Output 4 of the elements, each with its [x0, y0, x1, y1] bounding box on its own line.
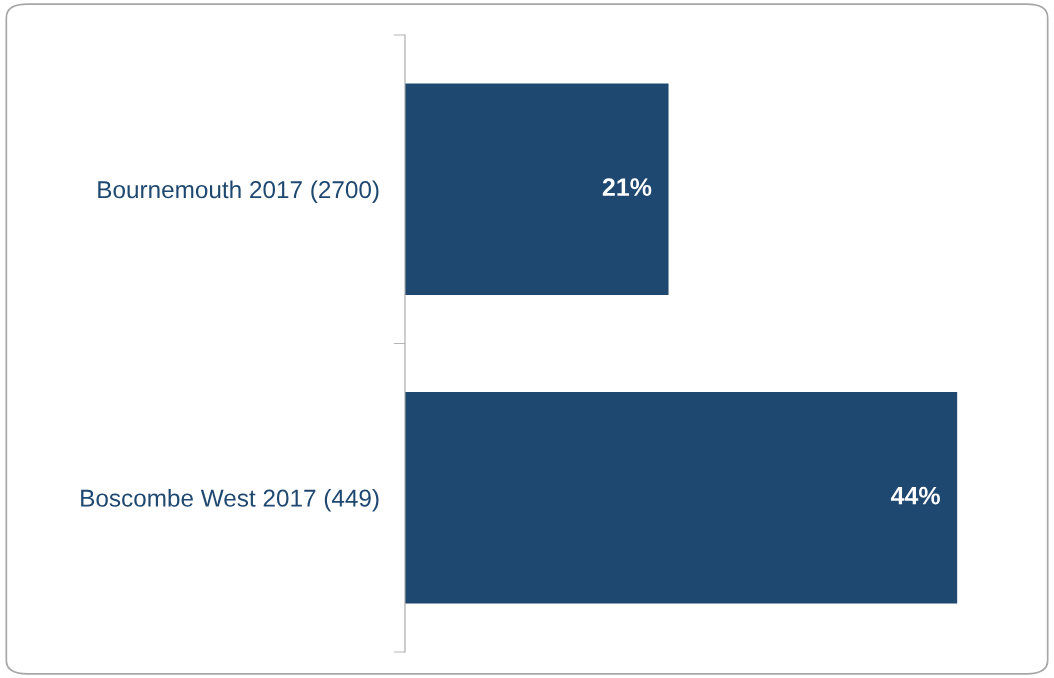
- data-label: 21%: [602, 178, 652, 196]
- y-tick-label: Bournemouth 2017 (2700): [98, 180, 379, 204]
- y-tick-label: Boscombe West 2017 (449): [81, 488, 379, 512]
- data-label: 44%: [890, 486, 940, 505]
